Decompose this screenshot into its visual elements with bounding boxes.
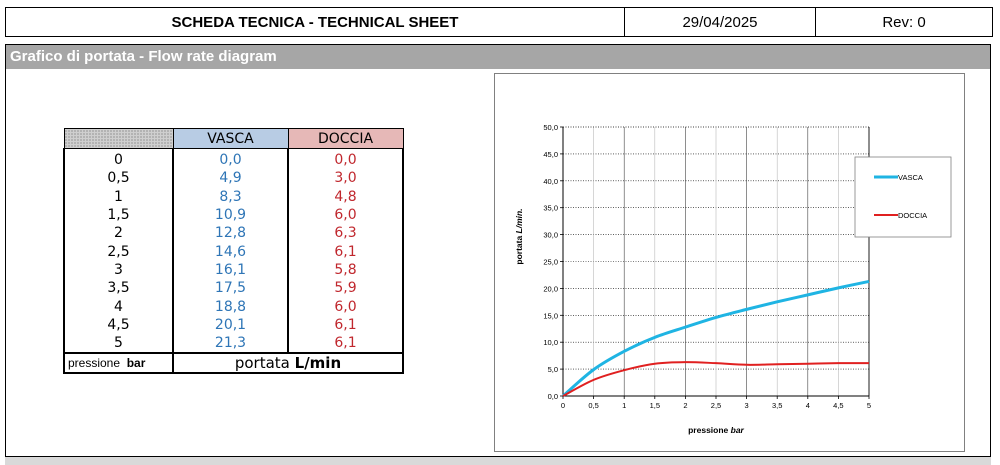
legend-box (854, 156, 952, 238)
table-header-row: VASCA DOCCIA (63, 128, 404, 149)
vasca-cell: 20,1 (172, 315, 288, 334)
doccia-cell: 6,1 (287, 242, 404, 261)
vasca-cell: 4,9 (172, 169, 288, 188)
doccia-cell: 0,0 (287, 148, 404, 170)
series-line-doccia (562, 361, 870, 397)
legend-label-doccia: DOCCIA (898, 211, 927, 220)
pressure-cell: 2,5 (63, 242, 173, 261)
header-bar: SCHEDA TECNICA - TECHNICAL SHEET 29/04/2… (5, 7, 993, 37)
y-tick-label: 45,0 (543, 150, 558, 159)
flow-chart: 0,0 5,0 10,0 15,0 20,0 25,0 30,0 35,0 40,0 45,0 50… (494, 73, 965, 452)
table-row: 0 0,0 0,0 (63, 148, 404, 170)
table-row: 4 18,8 6,0 (63, 297, 404, 316)
doccia-cell: 3,0 (287, 169, 404, 188)
y-tick-label: 50,0 (543, 123, 558, 132)
pressure-cell: 0,5 (63, 169, 173, 188)
x-tick-label: 3 (745, 401, 749, 410)
table-row: 1 8,3 4,8 (63, 187, 404, 206)
table-corner-cell (63, 128, 174, 149)
x-axis-unit: bar (731, 425, 745, 435)
y-tick-label: 10,0 (543, 338, 558, 347)
x-tick-label: 4 (806, 401, 810, 410)
pressure-cell: 3 (63, 260, 173, 280)
flow-table: VASCA DOCCIA 0 0,0 0,0 0,5 4,9 3,0 1 8,3 4,8 1,5 1… (63, 128, 404, 375)
table-row: 1,5 10,9 6,0 (63, 205, 404, 225)
x-tick-label: 0 (561, 401, 565, 410)
y-tick-label: 25,0 (543, 258, 558, 267)
vasca-cell: 16,1 (172, 260, 288, 280)
y-axis-title: portata L/min. (514, 208, 524, 264)
doccia-cell: 5,8 (287, 260, 404, 280)
doccia-cell: 6,0 (287, 205, 404, 225)
doccia-cell: 6,1 (287, 315, 404, 334)
flow-rate-section: Grafico di portata - Flow rate diagram (5, 44, 991, 464)
x-tick-label: 2,5 (711, 401, 721, 410)
table-footer-row: pressione bar portata L/min (63, 352, 404, 375)
y-tick-label: 30,0 (543, 231, 558, 240)
pressure-cell: 0 (63, 148, 173, 170)
x-tick-label: 5 (867, 401, 871, 410)
table-row: 3 16,1 5,8 (63, 260, 404, 280)
series-line-vasca (562, 279, 870, 398)
footer-flow-label: portata L/min (172, 352, 404, 375)
y-tick-label: 40,0 (543, 177, 558, 186)
y-tick-label: 35,0 (543, 204, 558, 213)
x-tick-label: 0,5 (588, 401, 598, 410)
y-tick-label: 20,0 (543, 284, 558, 293)
vasca-cell: 14,6 (172, 242, 288, 261)
x-tick-label: 1 (622, 401, 626, 410)
table-row: 3,5 17,5 5,9 (63, 279, 404, 298)
table-row: 2 12,8 6,3 (63, 224, 404, 243)
doccia-cell: 5,9 (287, 279, 404, 298)
vasca-cell: 12,8 (172, 224, 288, 243)
y-tick-label: 0,0 (548, 392, 558, 401)
sheet-title: SCHEDA TECNICA - TECHNICAL SHEET (6, 8, 625, 36)
vasca-cell: 10,9 (172, 205, 288, 225)
vasca-cell: 18,8 (172, 297, 288, 316)
y-tick-label: 5,0 (548, 365, 558, 374)
doccia-cell: 6,0 (287, 297, 404, 316)
pressure-cell: 1 (63, 187, 173, 206)
table-row: 4,5 20,1 6,1 (63, 315, 404, 334)
x-tick-label: 4,5 (833, 401, 843, 410)
pressure-cell: 5 (63, 333, 173, 354)
next-section-strip (5, 456, 991, 465)
pressure-cell: 4,5 (63, 315, 173, 334)
table-row: 2,5 14,6 6,1 (63, 242, 404, 261)
pressure-cell: 1,5 (63, 205, 173, 225)
x-axis-title: pressione bar (688, 425, 744, 435)
sheet-revision: Rev: 0 (882, 13, 926, 31)
x-tick-label: 1,5 (650, 401, 660, 410)
footer-pressure-unit: bar (126, 356, 146, 371)
table-row: 5 21,3 6,1 (63, 333, 404, 354)
x-tick-label: 2 (683, 401, 687, 410)
doccia-cell: 6,3 (287, 224, 404, 243)
y-tick-label: 15,0 (543, 311, 558, 320)
pressure-cell: 3,5 (63, 279, 173, 298)
x-tick-label: 3,5 (772, 401, 782, 410)
pressure-cell: 4 (63, 297, 173, 316)
footer-flow-unit: L/min (294, 354, 342, 373)
pressure-cell: 2 (63, 224, 173, 243)
doccia-cell: 6,1 (287, 333, 404, 354)
vasca-cell: 21,3 (172, 333, 288, 354)
footer-flow-text: portata (234, 354, 290, 373)
col-header-doccia: DOCCIA (287, 128, 404, 149)
table-row: 0,5 4,9 3,0 (63, 169, 404, 188)
footer-pressure-text: pressione (68, 356, 121, 371)
vasca-cell: 8,3 (172, 187, 288, 206)
legend-label-vasca: VASCA (898, 173, 923, 182)
col-header-vasca: VASCA (172, 128, 289, 149)
footer-pressure-label: pressione bar (63, 352, 173, 375)
vasca-cell: 17,5 (172, 279, 288, 298)
section-title: Grafico di portata - Flow rate diagram (6, 45, 990, 69)
sheet-date: 29/04/2025 (625, 8, 816, 36)
doccia-cell: 4,8 (287, 187, 404, 206)
flow-chart-svg: 0,05,010,015,020,025,030,035,040,045,050… (514, 123, 952, 435)
y-axis-unit: L/min. (514, 208, 524, 233)
vasca-cell: 0,0 (172, 148, 288, 170)
